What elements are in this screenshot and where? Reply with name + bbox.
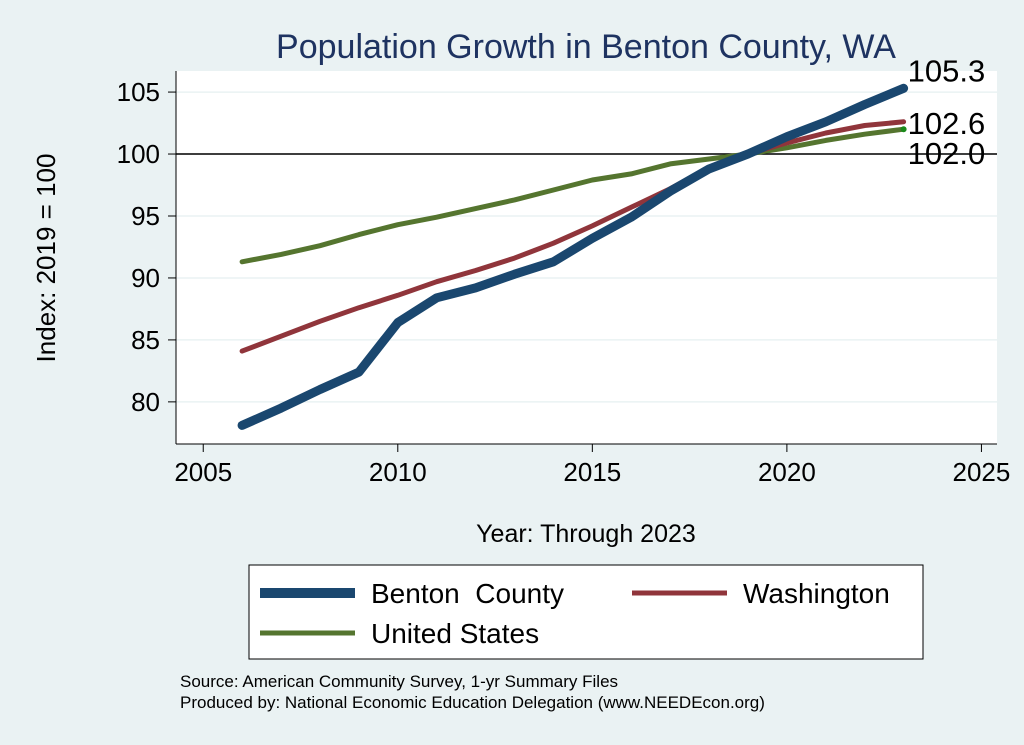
series-line-washington	[239, 119, 907, 354]
legend-box	[248, 564, 924, 660]
x-tick-label-2015: 2015	[563, 457, 621, 487]
axis-layer: 80 85 90 95 100 105 2005 2010 2015 2020 2025	[117, 71, 1011, 487]
y-axis-label: Index: 2019 = 100	[31, 154, 61, 363]
legend: Benton County Washington United States	[248, 564, 924, 660]
series-line-us	[239, 126, 907, 265]
legend-label-us: United States	[371, 618, 539, 649]
x-tick-label-2020: 2020	[758, 457, 816, 487]
series-line-benton	[237, 83, 909, 430]
y-tick-label-105: 105	[117, 77, 160, 107]
series-layer	[237, 83, 909, 430]
y-tick-label-90: 90	[131, 263, 160, 293]
end-label-us: 102.0	[908, 136, 986, 171]
series-endpoint-washington	[901, 119, 906, 124]
y-tick-label-100: 100	[117, 139, 160, 169]
grid-layer	[176, 91, 997, 403]
x-axis-label: Year: Through 2023	[476, 520, 696, 548]
x-tick-label-2025: 2025	[953, 457, 1011, 487]
y-tick-label-95: 95	[131, 201, 160, 231]
chart-title: Population Growth in Benton County, WA	[276, 28, 896, 66]
x-tick-label-2005: 2005	[174, 457, 232, 487]
x-tick-label-2010: 2010	[369, 457, 427, 487]
series-endpoint-us	[900, 126, 907, 133]
y-tick-label-85: 85	[131, 325, 160, 355]
legend-label-washington: Washington	[743, 578, 890, 609]
series-endpoint-benton	[901, 86, 906, 91]
y-tick-label-80: 80	[131, 387, 160, 417]
end-label-washington: 102.6	[908, 106, 986, 141]
end-label-benton: 105.3	[908, 53, 986, 88]
producer-note: Produced by: National Economic Education…	[180, 693, 765, 712]
source-note: Source: American Community Survey, 1-yr …	[180, 672, 618, 691]
legend-label-benton: Benton County	[371, 578, 564, 609]
